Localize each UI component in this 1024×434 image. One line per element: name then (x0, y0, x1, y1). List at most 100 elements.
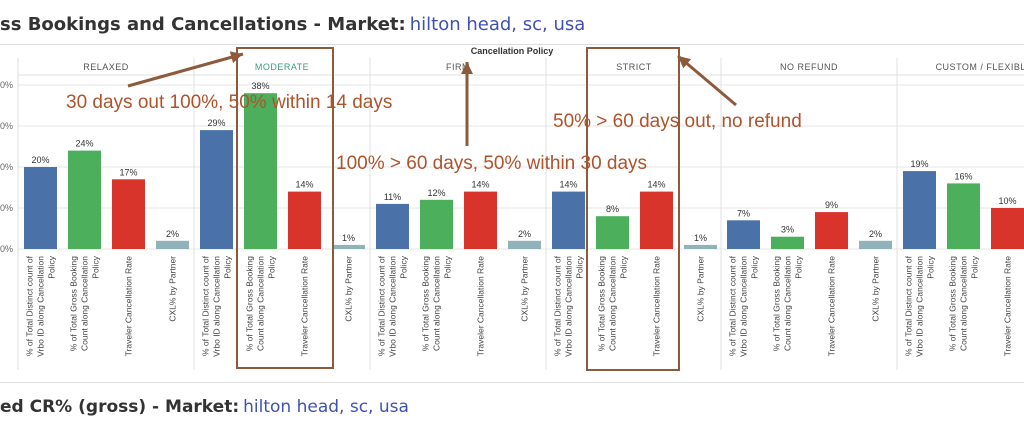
bar (332, 244, 365, 249)
market-filter-value[interactable]: hilton head, sc, usa (409, 14, 586, 35)
measure-label: Policy (794, 255, 804, 278)
moderate-highlight-box (236, 47, 334, 369)
bar-value-label: 14% (559, 180, 577, 190)
bar-value-label: 2% (869, 229, 882, 239)
measure-label: Traveler Cancellation Rate (652, 256, 662, 357)
measure-label: Traveler Cancellation Rate (827, 256, 837, 357)
bar (420, 199, 453, 249)
cancellation-policy-header: Cancellation Policy (470, 46, 554, 56)
section-divider (0, 382, 1024, 383)
measure-label: Policy (575, 255, 585, 278)
bar (640, 191, 673, 249)
measure-label: Traveler Cancellation Rate (476, 256, 486, 357)
bar (200, 130, 233, 249)
measure-label: Traveler Cancellation Rate (124, 256, 134, 357)
bar (815, 212, 848, 249)
bar (859, 240, 892, 249)
bar (112, 179, 145, 249)
measure-label: Traveler Cancellation Rate (1003, 256, 1013, 357)
measure-label: Vrbo ID along Cancellation (212, 256, 222, 357)
measure-label: Count along Cancellation (256, 256, 266, 351)
bar (24, 167, 57, 249)
measure-label: Vrbo ID along Cancellation (388, 256, 398, 357)
bar-value-label: 1% (694, 233, 707, 243)
measure-label: Policy (750, 255, 760, 278)
measure-label: Policy (223, 255, 233, 278)
measure-label: Traveler Cancellation Rate (300, 256, 310, 357)
measure-label: CXL% by Partner (696, 256, 706, 322)
bar (68, 150, 101, 249)
bar (508, 240, 541, 249)
bar-value-label: 9% (825, 200, 838, 210)
bar-value-label: 2% (166, 229, 179, 239)
bar (684, 244, 717, 249)
y-tick-label: 30% (0, 121, 13, 131)
bar (903, 171, 936, 249)
measure-label: CXL% by Partner (871, 256, 881, 322)
bar-value-label: 29% (207, 118, 225, 128)
measure-label: % of Total Gross Booking (245, 256, 255, 352)
chart-title-text: ss Bookings and Cancellations - Market: (0, 14, 406, 35)
bar-value-label: 3% (781, 225, 794, 235)
bar (244, 93, 277, 249)
measure-label: % of Total Gross Booking (597, 256, 607, 352)
measure-label: Count along Cancellation (432, 256, 442, 351)
bar (156, 240, 189, 249)
y-tick-label: 40% (0, 80, 13, 90)
second-market-filter-value[interactable]: hilton head, sc, usa (243, 397, 409, 417)
relaxed-arrow (127, 52, 244, 88)
bar-value-label: 11% (384, 192, 401, 202)
y-tick-label: 0% (0, 244, 13, 254)
measure-label: Policy (619, 255, 629, 278)
strict-annotation: 50% > 60 days out, no refund (553, 111, 802, 132)
measure-label: Vrbo ID along Cancellation (564, 256, 574, 357)
group-label: FIRM (446, 62, 470, 72)
measure-label: % of Total Distinct count of (904, 255, 914, 356)
bar (727, 220, 760, 249)
bar-value-label: 16% (954, 171, 972, 181)
measure-label: Count along Cancellation (80, 256, 90, 351)
measure-label: Vrbo ID along Cancellation (739, 256, 749, 357)
bar-value-label: 17% (119, 167, 137, 177)
bar-value-label: 38% (251, 81, 269, 91)
bar-chart: 0% 10% 20% 30% 40% RELAXED 20% % of Total Disti… (0, 51, 1024, 370)
measure-label: Vrbo ID along Cancellation (36, 256, 46, 357)
relaxed-annotation: 30 days out 100%, 50% within 14 days (66, 92, 393, 113)
group-label: MODERATE (255, 62, 309, 72)
bar (464, 191, 497, 249)
bar (288, 191, 321, 249)
second-chart-title: ed CR% (gross) - Market: hilton head, sc,… (0, 394, 1024, 420)
title-divider (0, 44, 1024, 45)
bar-value-label: 20% (31, 155, 49, 165)
bar (376, 203, 409, 249)
group-label: CUSTOM / FLEXIBLE (936, 62, 1024, 72)
chart-title: ss Bookings and Cancellations - Market: h… (0, 10, 1024, 40)
bar-value-label: 14% (295, 180, 313, 190)
y-tick-label: 20% (0, 162, 13, 172)
bar-value-label: 2% (518, 229, 531, 239)
bar-value-label: 24% (75, 139, 93, 149)
strict-arrow-head (678, 56, 692, 69)
measure-label: % of Total Gross Booking (772, 256, 782, 352)
measure-label: % of Total Distinct count of (553, 255, 563, 356)
bar-value-label: 14% (471, 180, 489, 190)
measure-label: % of Total Gross Booking (948, 256, 958, 352)
measure-label: CXL% by Partner (168, 256, 178, 322)
bar (596, 216, 629, 249)
measure-label: Vrbo ID along Cancellation (915, 256, 925, 357)
group-label: NO REFUND (780, 62, 838, 72)
bar (771, 236, 804, 249)
bar-value-label: 12% (427, 188, 445, 198)
measure-label: % of Total Distinct count of (25, 255, 35, 356)
measure-label: Policy (91, 255, 101, 278)
measure-label: Count along Cancellation (783, 256, 793, 351)
bar-value-label: 1% (342, 233, 355, 243)
measure-label: % of Total Gross Booking (421, 256, 431, 352)
measure-label: Policy (926, 255, 936, 278)
bar (991, 208, 1024, 249)
measure-label: CXL% by Partner (520, 256, 530, 322)
measure-label: CXL% by Partner (344, 256, 354, 322)
measure-label: Count along Cancellation (608, 256, 618, 351)
measure-label: Policy (267, 255, 277, 278)
bar-value-label: 19% (910, 159, 928, 169)
